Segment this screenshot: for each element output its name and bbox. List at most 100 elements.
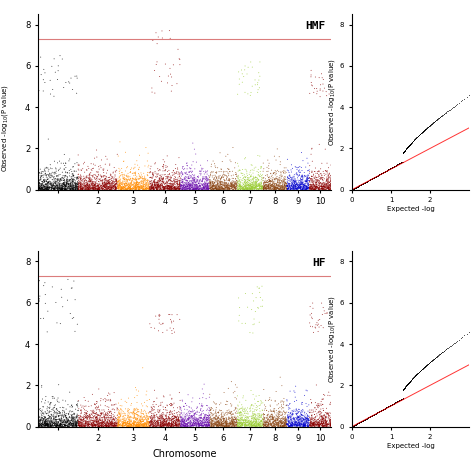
- Point: [272, 417, 279, 424]
- Point: [355, 182, 363, 190]
- Point: [361, 179, 368, 186]
- Point: [152, 184, 160, 191]
- Point: [50, 185, 58, 192]
- Point: [311, 184, 319, 191]
- Point: [76, 421, 83, 429]
- Point: [90, 412, 97, 420]
- Point: [37, 186, 45, 193]
- Point: [108, 177, 116, 184]
- Point: [371, 410, 379, 418]
- Point: [59, 419, 66, 426]
- Point: [63, 181, 71, 188]
- Point: [426, 121, 434, 129]
- Point: [349, 185, 357, 192]
- Point: [352, 183, 360, 191]
- Point: [35, 413, 42, 421]
- Point: [64, 415, 72, 423]
- Point: [142, 182, 150, 190]
- Point: [73, 401, 80, 408]
- Point: [280, 404, 287, 411]
- Point: [121, 418, 129, 425]
- Point: [150, 171, 157, 179]
- Point: [316, 419, 323, 426]
- Point: [377, 170, 385, 177]
- Point: [357, 418, 365, 425]
- Point: [185, 168, 192, 176]
- Point: [349, 185, 357, 193]
- Point: [204, 412, 211, 419]
- Point: [358, 418, 365, 425]
- Point: [350, 421, 358, 429]
- Point: [270, 419, 278, 427]
- Point: [193, 185, 201, 192]
- Point: [273, 419, 280, 427]
- Point: [179, 186, 187, 193]
- Point: [378, 169, 386, 177]
- Point: [322, 418, 329, 426]
- Point: [160, 417, 168, 425]
- Point: [355, 182, 363, 190]
- Point: [365, 413, 373, 421]
- Point: [428, 120, 436, 128]
- Point: [365, 414, 372, 421]
- Point: [357, 181, 365, 189]
- Point: [392, 162, 400, 169]
- Point: [421, 126, 428, 133]
- Point: [318, 413, 326, 420]
- Point: [124, 181, 132, 189]
- Point: [38, 184, 46, 192]
- Point: [359, 180, 367, 187]
- Point: [353, 183, 360, 191]
- Point: [139, 179, 147, 187]
- Point: [63, 422, 70, 429]
- Point: [293, 185, 301, 193]
- Point: [218, 414, 225, 421]
- Point: [380, 168, 388, 176]
- Point: [48, 184, 55, 191]
- Point: [372, 410, 379, 417]
- Point: [292, 419, 300, 427]
- Point: [358, 180, 366, 188]
- Point: [357, 418, 365, 425]
- Point: [153, 394, 161, 402]
- Point: [73, 419, 81, 426]
- Point: [356, 419, 364, 426]
- Point: [369, 411, 377, 419]
- Point: [349, 422, 356, 430]
- Point: [151, 420, 159, 428]
- Point: [151, 423, 159, 430]
- Point: [349, 185, 357, 193]
- Point: [112, 421, 119, 429]
- Point: [352, 184, 359, 191]
- Point: [373, 409, 381, 417]
- Point: [134, 181, 142, 188]
- Point: [383, 404, 390, 411]
- Point: [130, 408, 137, 416]
- Point: [358, 180, 366, 188]
- Point: [357, 418, 365, 425]
- Point: [365, 414, 372, 421]
- Point: [327, 418, 335, 425]
- Point: [373, 409, 380, 417]
- Point: [352, 421, 359, 428]
- Point: [123, 184, 131, 192]
- Point: [41, 419, 48, 427]
- Point: [194, 176, 201, 183]
- Point: [316, 420, 324, 428]
- Point: [391, 163, 398, 170]
- Point: [413, 134, 420, 141]
- Point: [397, 395, 405, 403]
- Point: [357, 418, 365, 426]
- Point: [364, 177, 372, 185]
- Point: [249, 391, 257, 398]
- Point: [63, 419, 71, 426]
- Point: [355, 419, 362, 427]
- Point: [351, 421, 358, 429]
- Point: [241, 182, 248, 190]
- Point: [355, 182, 363, 190]
- Point: [133, 180, 140, 188]
- Point: [226, 168, 234, 175]
- Point: [393, 398, 401, 405]
- Point: [371, 173, 378, 181]
- Point: [360, 179, 368, 187]
